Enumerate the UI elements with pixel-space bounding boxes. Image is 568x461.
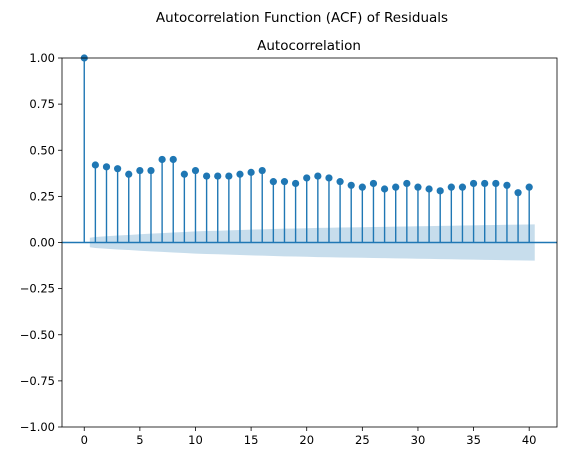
- plot-area: 0 5 10 15 20 25 30 35 40 −1.00 −0.75 −0.50 −0.25 0.00…: [20, 51, 557, 447]
- marker-lag-16: [258, 166, 266, 175]
- x-tick-label-20: 20: [299, 433, 314, 447]
- y-tick-label-1: −0.75: [20, 374, 55, 388]
- marker-lag-35: [469, 179, 478, 188]
- marker-lag-4: [125, 170, 133, 178]
- marker-lag-21: [314, 172, 322, 180]
- axes-frame: [61, 57, 558, 428]
- figure-suptitle: Autocorrelation Function (ACF) of Residu…: [156, 10, 448, 26]
- marker-lag-5: [136, 166, 144, 175]
- marker-lag-32: [436, 187, 444, 195]
- marker-lag-6: [147, 166, 155, 175]
- marker-lag-10: [191, 166, 200, 175]
- y-tick-label-4: 0.00: [29, 236, 55, 250]
- marker-lag-8: [169, 155, 177, 164]
- y-tick-label-2: −0.50: [20, 328, 55, 342]
- marker-lag-11: [203, 172, 211, 180]
- y-tick-label-5: 0.25: [29, 189, 55, 203]
- marker-lag-25: [358, 183, 366, 191]
- marker-lag-30: [414, 183, 422, 191]
- marker-lag-1: [91, 161, 99, 169]
- x-tick-label-25: 25: [355, 433, 370, 447]
- marker-lag-27: [380, 185, 389, 193]
- x-tick-label-10: 10: [188, 433, 203, 447]
- marker-lag-23: [336, 178, 344, 186]
- y-tick-label-0: −1.00: [20, 420, 55, 434]
- x-tick-label-15: 15: [244, 433, 259, 447]
- axes-title: Autocorrelation: [257, 38, 361, 54]
- y-tick-label-6: 0.50: [29, 143, 55, 157]
- x-tick-label-35: 35: [466, 433, 481, 447]
- x-tick-label-30: 30: [411, 433, 426, 447]
- marker-lag-3: [114, 165, 122, 173]
- x-tick-label-40: 40: [522, 433, 537, 447]
- y-tick-label-8: 1.00: [29, 51, 55, 65]
- marker-lag-40: [525, 183, 533, 191]
- marker-lag-12: [214, 172, 222, 180]
- marker-lag-13: [225, 172, 233, 180]
- marker-lag-2: [102, 163, 111, 171]
- marker-lag-14: [236, 170, 244, 178]
- x-tick-label-0: 0: [81, 433, 88, 447]
- marker-lag-31: [425, 185, 433, 193]
- marker-lag-36: [481, 179, 489, 188]
- marker-lag-26: [369, 179, 378, 188]
- marker-lag-7: [158, 155, 166, 164]
- marker-lag-18: [280, 178, 289, 186]
- marker-lag-22: [325, 174, 333, 182]
- marker-lag-37: [492, 179, 500, 188]
- marker-lag-33: [447, 183, 455, 191]
- marker-lag-39: [514, 189, 522, 197]
- marker-lag-20: [303, 174, 311, 182]
- y-tick-label-3: −0.25: [20, 282, 55, 296]
- marker-lag-17: [269, 178, 277, 186]
- marker-lag-28: [392, 183, 400, 191]
- marker-lag-19: [291, 179, 300, 188]
- y-tick-label-7: 0.75: [29, 97, 55, 111]
- marker-lag-34: [458, 183, 467, 191]
- marker-lag-29: [403, 179, 411, 188]
- marker-lag-24: [347, 181, 355, 189]
- marker-lag-38: [503, 181, 511, 189]
- x-tick-label-5: 5: [136, 433, 143, 447]
- marker-lag-15: [247, 168, 255, 176]
- marker-lag-9: [180, 170, 188, 178]
